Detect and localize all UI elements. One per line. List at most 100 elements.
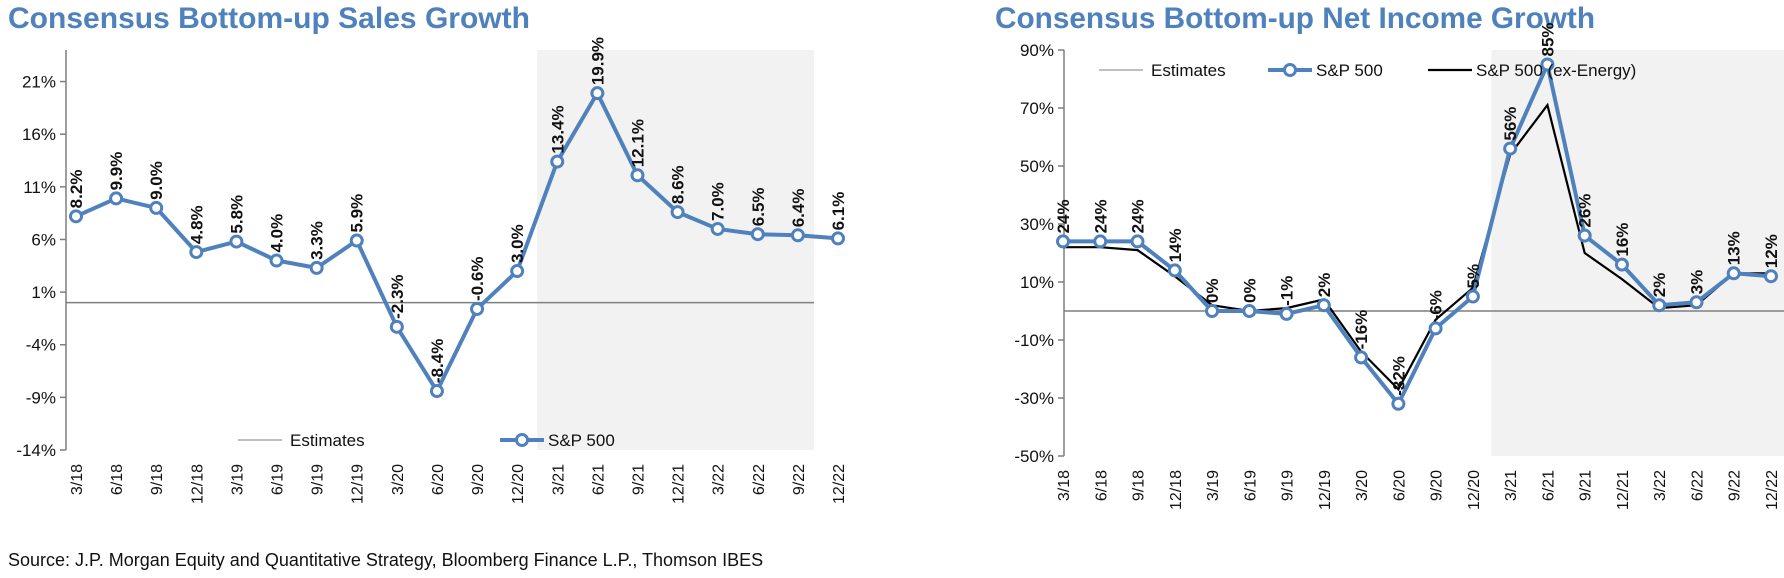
x-tick-label: 6/19 (1242, 470, 1259, 501)
x-tick-label: 12/22 (831, 464, 848, 504)
data-point (269, 253, 284, 268)
data-point (1503, 141, 1518, 156)
chart-1: Consensus Bottom-up Sales Growth 21% 16% 11… (8, 2, 848, 504)
data-label: 4.8% (187, 205, 206, 244)
x-tick-label: 12/20 (510, 464, 527, 504)
data-point (790, 228, 805, 243)
x-tick-label: 9/21 (1578, 470, 1595, 501)
y-tick-label: -10% (1014, 331, 1054, 350)
x-tick-label: 12/21 (671, 464, 688, 504)
data-point (189, 245, 204, 260)
x-tick-label: 9/18 (1131, 470, 1148, 501)
y-tick-label: 6% (31, 230, 56, 249)
data-label: -0.6% (468, 257, 487, 301)
data-label: 4.0% (268, 214, 287, 253)
y-tick-label: 70% (1020, 99, 1054, 118)
data-label: 56% (1501, 107, 1520, 141)
x-tick-label: 6/18 (1093, 470, 1110, 501)
y-tick-label: 11% (23, 178, 56, 197)
x-tick-label: 9/22 (1727, 470, 1744, 501)
data-label: 7.0% (709, 182, 728, 221)
x-tick-label: 3/21 (550, 464, 567, 495)
x-tick-label: 12/18 (1168, 470, 1185, 510)
data-label: 24% (1091, 199, 1110, 233)
data-point (1726, 266, 1741, 281)
data-label: -2.3% (388, 274, 407, 318)
data-label: 6.4% (789, 189, 808, 228)
legend-label: S&P 500 (548, 431, 615, 450)
x-tick-label: 3/18 (69, 464, 86, 495)
estimates-region (537, 50, 814, 450)
data-label: 12% (1762, 234, 1781, 268)
data-point (1316, 298, 1331, 313)
data-point (550, 154, 565, 169)
legend-label: S&P 500 (ex-Energy) (1476, 61, 1636, 80)
data-point (630, 168, 645, 183)
y-tick-label: 16% (22, 125, 56, 144)
x-tick-label: 12/21 (1615, 470, 1632, 510)
legend-item: S&P 500 (ex-Energy) (1428, 61, 1636, 80)
legend-marker (1283, 63, 1297, 77)
x-tick-label: 9/18 (149, 464, 166, 495)
data-point (831, 231, 845, 246)
data-label: 14% (1166, 228, 1185, 262)
data-point (109, 191, 124, 206)
data-point (69, 209, 83, 224)
data-label: 13.4% (548, 105, 567, 153)
data-label: 5.8% (227, 195, 246, 234)
data-point (229, 234, 244, 249)
data-point (1652, 298, 1667, 313)
data-label: 85% (1538, 22, 1557, 56)
data-label: 8.6% (669, 165, 688, 204)
x-tick-label: 9/20 (1429, 470, 1446, 501)
x-tick-label: 3/20 (1354, 470, 1371, 501)
x-tick-label: 6/18 (109, 464, 126, 495)
x-tick-label: 6/22 (751, 464, 768, 495)
data-label: 26% (1576, 194, 1595, 228)
legend-item: S&P 500 (500, 431, 615, 450)
data-point (750, 227, 765, 242)
x-tick-label: 9/19 (310, 464, 327, 495)
data-label: 0% (1203, 278, 1222, 303)
x-tick-label: 3/22 (711, 464, 728, 495)
y-tick-label: 30% (1020, 215, 1054, 234)
x-tick-label: 6/22 (1689, 470, 1706, 501)
data-label: 6.5% (749, 187, 768, 226)
x-tick-label: 12/18 (189, 464, 206, 504)
legend-item: Estimates (1099, 61, 1226, 80)
data-point (1354, 350, 1369, 365)
data-point (1093, 234, 1108, 249)
data-point (1130, 234, 1145, 249)
data-point (1242, 304, 1257, 318)
data-point (149, 200, 164, 215)
legend-label: S&P 500 (1316, 61, 1383, 80)
data-point (590, 86, 605, 101)
x-tick-label: 9/22 (791, 464, 808, 495)
x-tick-label: 6/20 (430, 464, 447, 495)
data-point (349, 233, 364, 248)
data-point (710, 221, 725, 236)
data-point (1764, 269, 1778, 284)
data-point (429, 384, 444, 399)
x-tick-label: 12/22 (1764, 470, 1781, 510)
data-point (1577, 228, 1592, 243)
data-point (1540, 57, 1555, 72)
data-label: 9.9% (107, 152, 126, 191)
legend-item: S&P 500 (1268, 61, 1383, 80)
data-point (1614, 257, 1629, 272)
x-tick-label: 12/19 (350, 464, 367, 504)
data-label: 5.9% (348, 194, 367, 233)
chart-2: Consensus Bottom-up Net Income Growth 90%… (995, 2, 1784, 510)
y-tick-label: -30% (1014, 389, 1054, 408)
x-tick-label: 12/20 (1466, 470, 1483, 510)
chart-title: Consensus Bottom-up Sales Growth (8, 2, 530, 35)
x-tick-label: 6/19 (270, 464, 287, 495)
x-tick-label: 6/21 (1540, 470, 1557, 501)
x-tick-label: 3/21 (1503, 470, 1520, 501)
data-label: 24% (1129, 199, 1148, 233)
y-tick-label: -14% (16, 441, 56, 460)
x-tick-label: 3/18 (1056, 470, 1073, 501)
y-tick-label: 1% (31, 283, 56, 302)
x-tick-label: 3/19 (229, 464, 246, 495)
x-tick-label: 9/21 (630, 464, 647, 495)
